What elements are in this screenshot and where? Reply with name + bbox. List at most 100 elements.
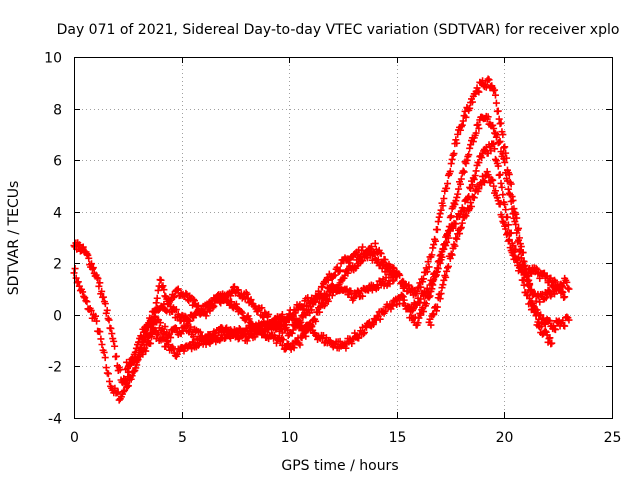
data-point	[497, 179, 505, 187]
data-point	[167, 334, 175, 342]
data-point	[444, 264, 452, 272]
data-point	[142, 347, 150, 355]
data-point	[370, 250, 378, 258]
data-point	[105, 316, 113, 324]
data-point	[561, 322, 569, 330]
data-point	[534, 318, 542, 326]
data-point	[202, 312, 210, 320]
data-point	[110, 337, 118, 345]
data-point	[475, 185, 483, 193]
data-point	[416, 299, 424, 307]
data-point	[499, 191, 507, 199]
x-axis-title: GPS time / hours	[281, 458, 398, 474]
data-point	[111, 384, 119, 392]
data-point	[212, 296, 220, 304]
data-point	[444, 262, 452, 270]
data-point	[546, 317, 554, 325]
data-point	[452, 136, 460, 144]
data-point	[127, 375, 135, 383]
data-point	[468, 181, 476, 189]
data-point	[506, 191, 514, 199]
data-point	[425, 288, 433, 296]
data-point	[133, 357, 141, 365]
data-point	[513, 256, 521, 264]
data-point	[424, 258, 432, 266]
data-point	[505, 236, 513, 244]
data-point	[475, 88, 483, 96]
data-point	[290, 344, 298, 352]
data-point	[517, 243, 525, 251]
data-point	[462, 113, 470, 121]
data-point	[428, 251, 436, 259]
data-point	[425, 263, 433, 271]
data-point	[413, 287, 421, 295]
data-point	[209, 304, 217, 312]
data-point	[446, 167, 454, 175]
data-point	[359, 243, 367, 251]
grid-lines	[74, 57, 612, 418]
data-point	[515, 224, 523, 232]
data-point	[281, 345, 289, 353]
data-point	[456, 230, 464, 238]
data-point	[92, 312, 100, 320]
data-point	[163, 337, 171, 345]
data-point	[153, 294, 161, 302]
data-point	[429, 277, 437, 285]
data-point	[124, 382, 132, 390]
data-point	[347, 287, 355, 295]
data-point	[344, 269, 352, 277]
data-point	[472, 129, 480, 137]
data-point	[536, 298, 544, 306]
data-point	[541, 320, 549, 328]
data-point	[83, 298, 91, 306]
data-point	[453, 139, 461, 147]
data-point	[551, 326, 559, 334]
data-point	[515, 236, 523, 244]
data-point	[512, 246, 520, 254]
data-point	[429, 244, 437, 252]
data-point	[447, 160, 455, 168]
data-point	[420, 275, 428, 283]
data-point	[174, 285, 182, 293]
data-point	[258, 304, 266, 312]
data-point	[531, 308, 539, 316]
data-point	[564, 284, 572, 292]
data-point	[504, 221, 512, 229]
data-point	[237, 308, 245, 316]
data-point	[491, 155, 499, 163]
y-tick-label: -4	[48, 412, 62, 428]
data-point	[454, 130, 462, 138]
data-point	[565, 316, 573, 324]
data-point	[381, 307, 389, 315]
data-point	[504, 185, 512, 193]
data-point	[272, 339, 280, 347]
data-point	[546, 334, 554, 342]
data-point	[355, 334, 363, 342]
y-tick-label: 0	[53, 309, 62, 325]
data-point	[440, 195, 448, 203]
data-point	[541, 327, 549, 335]
data-point	[475, 124, 483, 132]
y-tick-label: 8	[53, 103, 62, 119]
data-point	[82, 297, 90, 305]
data-point	[439, 202, 447, 210]
data-point	[108, 330, 116, 338]
data-point	[444, 180, 452, 188]
data-point	[96, 328, 104, 336]
data-point	[173, 286, 181, 294]
data-point	[542, 294, 550, 302]
data-point	[409, 305, 417, 313]
data-point	[470, 194, 478, 202]
data-point	[312, 317, 320, 325]
data-point	[516, 263, 524, 271]
data-point	[532, 264, 540, 272]
data-point	[548, 339, 556, 347]
data-point	[389, 302, 397, 310]
data-point	[119, 388, 127, 396]
data-point	[503, 177, 511, 185]
data-point	[436, 210, 444, 218]
data-point	[422, 300, 430, 308]
data-point	[151, 313, 159, 321]
data-point	[475, 159, 483, 167]
data-point	[373, 312, 381, 320]
